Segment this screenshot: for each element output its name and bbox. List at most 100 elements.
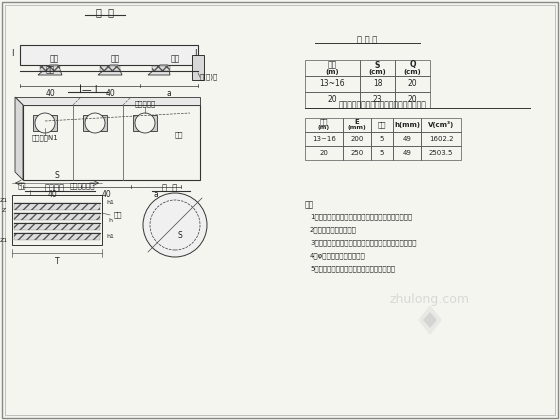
Text: h1: h1 — [106, 200, 114, 205]
Bar — [305, 118, 343, 132]
Text: 20: 20 — [408, 95, 417, 105]
Bar — [305, 132, 343, 146]
Text: T: T — [55, 257, 59, 266]
Text: h(mm): h(mm) — [394, 122, 420, 128]
Bar — [393, 132, 421, 146]
Bar — [133, 115, 157, 131]
Text: I: I — [11, 48, 13, 58]
Text: 200: 200 — [351, 136, 363, 142]
Text: 20: 20 — [320, 150, 328, 156]
Bar — [83, 115, 107, 131]
Bar — [395, 76, 430, 92]
Text: a: a — [153, 190, 158, 199]
Bar — [421, 146, 461, 160]
Text: (m): (m) — [326, 69, 339, 75]
Text: 13~16: 13~16 — [320, 79, 346, 89]
Polygon shape — [15, 97, 23, 180]
Text: 跨径: 跨径 — [320, 119, 328, 125]
Bar — [395, 60, 430, 76]
Text: Z1: Z1 — [0, 197, 8, 202]
Text: 20: 20 — [408, 79, 417, 89]
Text: 40: 40 — [47, 190, 57, 199]
Bar — [192, 55, 204, 80]
Text: V(cm³): V(cm³) — [428, 121, 454, 129]
Polygon shape — [148, 65, 170, 75]
Bar — [343, 118, 371, 132]
Text: 5: 5 — [380, 150, 384, 156]
Bar — [40, 66, 60, 71]
Text: 墩(台)柱: 墩(台)柱 — [200, 74, 218, 80]
Text: a: a — [167, 89, 171, 98]
Text: 聚四氟乙烯板: 聚四氟乙烯板 — [69, 182, 95, 189]
Text: 13~16: 13~16 — [312, 136, 336, 142]
Text: S: S — [178, 231, 183, 239]
Text: 墩底钢板N1: 墩底钢板N1 — [31, 135, 58, 141]
Polygon shape — [418, 305, 442, 335]
Text: 5、四氟滑板与不锈钢板间需加入润滑油脂。: 5、四氟滑板与不锈钢板间需加入润滑油脂。 — [310, 265, 395, 272]
Circle shape — [143, 193, 207, 257]
Text: 1、本图尺寸除支座立面以厘米计外，余皆以毫米计。: 1、本图尺寸除支座立面以厘米计外，余皆以毫米计。 — [310, 213, 412, 220]
Bar — [343, 132, 371, 146]
Text: Z1: Z1 — [0, 237, 8, 242]
Text: (m): (m) — [318, 126, 330, 131]
Text: 2、支座要求水平安置。: 2、支座要求水平安置。 — [310, 226, 357, 233]
Text: Z: Z — [2, 207, 6, 213]
Text: Q: Q — [409, 60, 416, 69]
Bar — [14, 213, 100, 220]
Bar — [343, 146, 371, 160]
Bar — [20, 45, 198, 65]
Text: 墩柱: 墩柱 — [175, 132, 184, 138]
Text: 平  面: 平 面 — [162, 184, 178, 192]
Bar — [421, 132, 461, 146]
Text: (cm): (cm) — [368, 69, 386, 75]
Bar — [100, 66, 120, 71]
Bar — [14, 233, 100, 240]
Text: 立  面: 立 面 — [96, 7, 114, 17]
Bar — [14, 223, 100, 230]
Text: I: I — [194, 48, 196, 58]
Text: zhulong.com: zhulong.com — [390, 294, 470, 307]
Polygon shape — [423, 312, 437, 328]
Bar — [23, 105, 200, 180]
Polygon shape — [98, 65, 122, 75]
Bar — [421, 118, 461, 132]
Text: 49: 49 — [403, 136, 412, 142]
Bar — [371, 118, 393, 132]
Polygon shape — [38, 65, 62, 75]
Bar — [305, 146, 343, 160]
Text: 18: 18 — [373, 79, 382, 89]
Polygon shape — [15, 97, 200, 105]
Text: 20: 20 — [328, 95, 337, 105]
Bar — [305, 92, 360, 108]
Text: S: S — [55, 171, 59, 180]
Bar — [371, 132, 393, 146]
Text: 250: 250 — [351, 150, 363, 156]
Text: E: E — [354, 119, 360, 125]
Text: 垫板: 垫板 — [45, 66, 55, 74]
Bar — [393, 146, 421, 160]
Text: 支座立面: 支座立面 — [45, 184, 65, 192]
Text: 内层: 内层 — [378, 122, 386, 128]
Text: 边板: 边板 — [110, 55, 120, 63]
Text: 40: 40 — [105, 89, 115, 98]
Text: 支座: 支座 — [170, 55, 180, 63]
Text: (cm): (cm) — [404, 69, 421, 75]
Bar — [12, 195, 102, 245]
Text: 支座中心线: 支座中心线 — [134, 100, 156, 107]
Text: 40: 40 — [101, 190, 111, 199]
Text: 2503.5: 2503.5 — [429, 150, 453, 156]
Circle shape — [85, 113, 105, 133]
Text: 4、φ角指桥梁纵坡的余角。: 4、φ角指桥梁纵坡的余角。 — [310, 252, 366, 259]
Bar — [305, 60, 360, 76]
Bar — [360, 76, 395, 92]
Circle shape — [135, 113, 155, 133]
Bar — [393, 118, 421, 132]
Bar — [360, 60, 395, 76]
Bar — [14, 203, 100, 210]
Text: (mm): (mm) — [348, 126, 366, 131]
Text: 橡胶: 橡胶 — [18, 182, 26, 189]
Circle shape — [35, 113, 55, 133]
Text: 49: 49 — [403, 150, 412, 156]
Text: I— I: I— I — [79, 85, 97, 95]
Text: h: h — [108, 218, 112, 223]
